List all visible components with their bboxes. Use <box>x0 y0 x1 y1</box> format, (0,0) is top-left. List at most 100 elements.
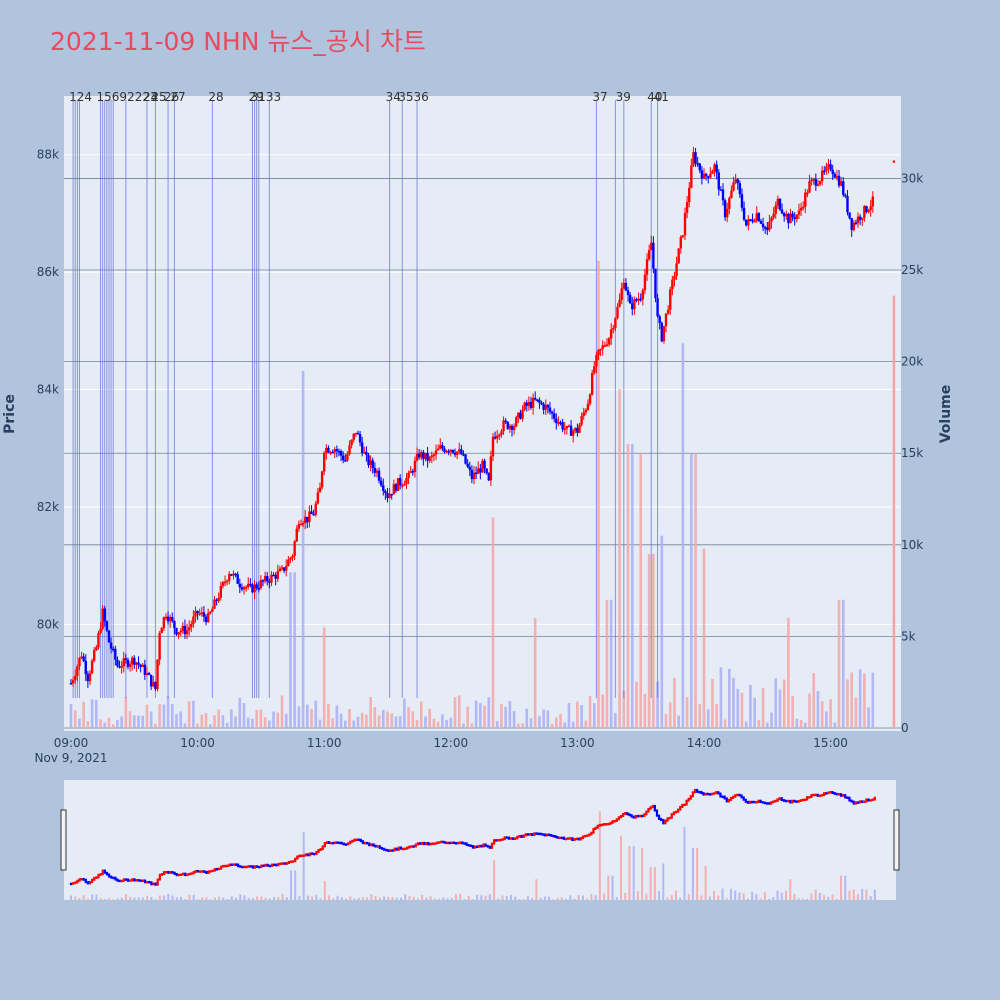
slider-candle <box>556 836 559 839</box>
slider-volume-bar <box>273 896 276 900</box>
slider-candle <box>395 847 398 851</box>
candle-body <box>810 179 813 182</box>
slider-volume-bar <box>412 896 415 900</box>
slider-volume-bar <box>70 895 72 900</box>
candle-body <box>669 289 672 310</box>
candle-body <box>633 299 636 310</box>
candle-body <box>508 425 512 429</box>
candle-body <box>215 599 218 602</box>
slider-candle <box>507 836 510 840</box>
volume-bar <box>605 599 609 728</box>
slider-volume-bar <box>818 892 821 900</box>
candle-body <box>736 179 739 184</box>
candle-body <box>582 412 585 417</box>
slider-candle <box>196 869 200 873</box>
slider-candle <box>689 795 692 800</box>
slider-candle <box>308 852 312 857</box>
candle-body <box>837 175 841 186</box>
candle-body <box>377 470 381 481</box>
slider-candle <box>201 870 204 873</box>
candle-body <box>251 584 254 593</box>
volume-bar <box>803 722 807 728</box>
volume-bar <box>681 343 685 728</box>
volume-bar <box>145 704 149 728</box>
volume-bar <box>217 709 220 728</box>
candle-body <box>717 172 720 190</box>
slider-candle <box>732 795 735 800</box>
candle-body <box>502 420 505 432</box>
candle-body <box>392 484 396 495</box>
candle-body <box>540 402 543 405</box>
candle-body <box>865 206 868 213</box>
slider-candle <box>135 879 138 882</box>
volume-bar <box>647 553 651 728</box>
slider-candle <box>80 878 83 881</box>
candle-body <box>818 181 822 185</box>
slider-volume-bar <box>789 879 792 900</box>
slider-candle <box>171 871 174 874</box>
slider-candle <box>799 799 802 802</box>
slider-candle <box>719 792 722 798</box>
slider-candle <box>461 841 464 845</box>
price-tick-label: 86k <box>37 265 59 279</box>
volume-bar <box>381 709 385 728</box>
slider-volume-bar <box>146 895 149 900</box>
slider-candle <box>583 834 587 838</box>
volume-bar <box>512 711 516 728</box>
axes: 80k 82k 84k 86k 88k 0 5k 10k 15k 20k 25k 30k 09:00 10… <box>2 148 954 765</box>
candle-body <box>398 478 402 486</box>
candle-body <box>219 585 223 598</box>
candle-body <box>101 608 104 629</box>
volume-bar <box>187 701 191 728</box>
slider-candle <box>478 844 481 848</box>
candle-body <box>272 574 275 577</box>
slider-candle <box>833 792 836 795</box>
slider-volume-bar <box>768 898 771 900</box>
slider-candle <box>454 842 458 845</box>
slider-candle <box>765 802 769 805</box>
slider-candle <box>437 841 441 844</box>
volume-tick-label: 5k <box>901 629 916 643</box>
slider-volume-bar <box>526 896 529 900</box>
slider-candle <box>82 878 85 881</box>
x-tick-label: 11:00 <box>307 736 342 750</box>
candle-body <box>496 435 499 439</box>
volume-bar <box>318 719 322 728</box>
candle-body <box>105 621 109 631</box>
range-slider-handle-right[interactable] <box>893 809 900 871</box>
volume-bar <box>694 453 697 728</box>
candle-body <box>607 338 611 345</box>
slider-volume-bar <box>632 846 635 900</box>
slider-candle <box>643 813 646 817</box>
volume-bar <box>491 517 495 728</box>
candle-body <box>766 227 769 231</box>
slider-candle <box>256 865 259 868</box>
slider-candle <box>349 840 352 845</box>
candle-body <box>360 442 364 454</box>
candle-body <box>702 173 706 179</box>
candle-body <box>371 460 374 468</box>
range-slider-handle-left[interactable] <box>60 809 67 871</box>
slider-candle <box>410 845 413 848</box>
slider-candle <box>683 803 686 807</box>
volume-bar <box>576 701 579 728</box>
slider-candle <box>712 792 716 795</box>
slider-candle <box>653 804 656 812</box>
volume-bar <box>356 716 360 728</box>
volume-bar <box>567 702 571 728</box>
candle-body <box>500 431 503 435</box>
candle-body <box>149 674 153 687</box>
candle-body <box>723 200 727 218</box>
candle-body <box>344 460 347 462</box>
slider-candle <box>655 809 659 817</box>
candle-body <box>561 422 564 430</box>
slider-volume-bar <box>636 891 639 900</box>
news-marker-label: 29 <box>248 90 263 104</box>
slider-candle <box>537 832 540 836</box>
candle-body <box>253 584 256 593</box>
candle-body <box>97 633 100 648</box>
candle-body <box>829 164 832 170</box>
candle-body <box>187 627 191 631</box>
slider-volume-bar <box>607 875 610 900</box>
